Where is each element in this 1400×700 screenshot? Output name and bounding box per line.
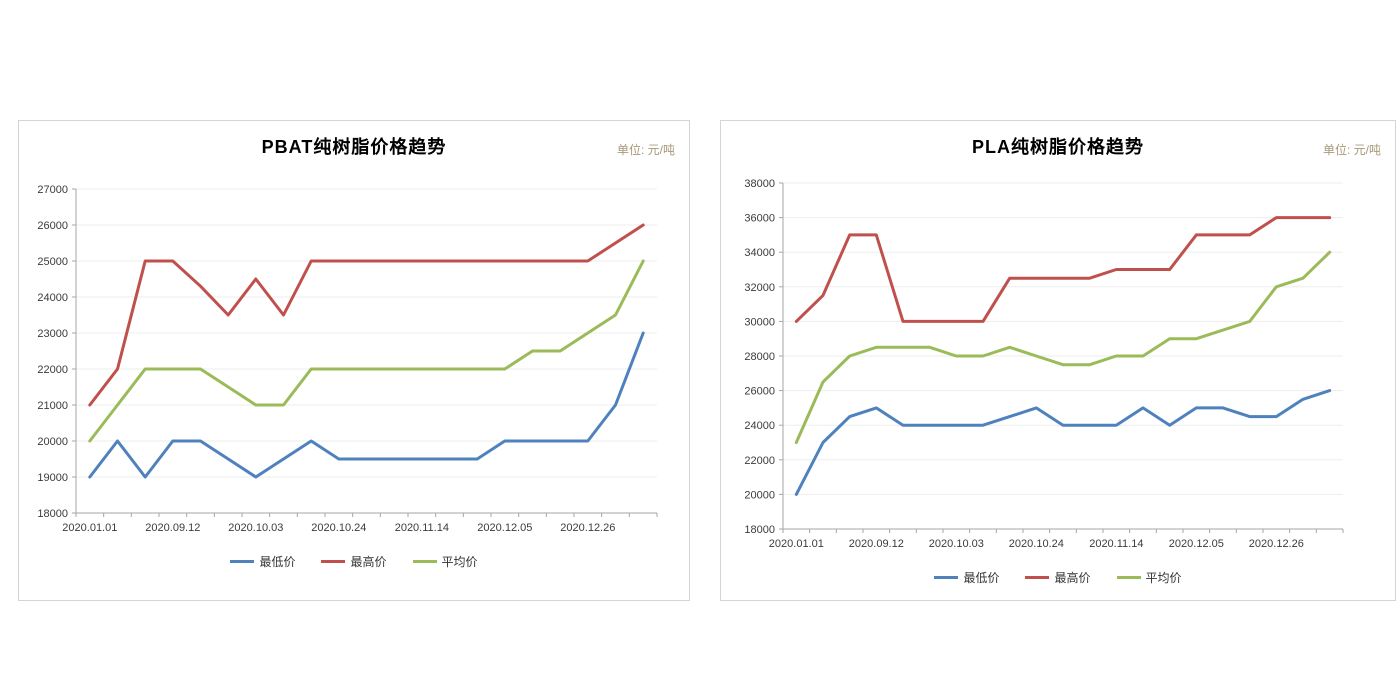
x-axis-label: 2020.01.01 [769,538,824,550]
y-axis-label: 32000 [744,282,775,294]
legend-label-min: 最低价 [963,571,1000,585]
legend-label-min: 最低价 [259,555,296,569]
y-axis-label: 21000 [37,400,68,412]
y-axis-label: 22000 [744,455,775,467]
x-axis-label: 2020.11.14 [1089,538,1143,550]
legend-marker-avg [1116,576,1141,579]
x-axis-label: 2020.10.03 [228,522,283,534]
x-axis-label: 2020.09.12 [145,522,200,534]
legend-label-avg: 平均价 [1145,571,1182,585]
y-axis-label: 18000 [744,524,775,536]
pbat-chart-title: PBAT纯树脂价格趋势 [261,137,447,157]
y-axis-label: 18000 [37,508,68,520]
y-axis-label: 30000 [744,316,775,328]
y-axis-label: 22000 [37,364,68,376]
x-axis-label: 2020.12.26 [1249,538,1304,550]
pla-legend: 最低价 最高价 平均价 [721,569,1395,586]
legend-item-max: 最高价 [321,553,387,570]
pbat-chart-panel: 18000 19000 20000 21000 22000 23000 24000 25000… [18,120,690,601]
x-axis-label: 2020.10.24 [311,522,366,534]
pla-plot-area: 18000 20000 22000 24000 26000 28000 30000 32000… [744,178,1344,550]
y-axis-label: 38000 [744,178,775,190]
pbat-legend: 最低价 最高价 平均价 [19,553,689,570]
legend-marker-max [1025,576,1050,579]
pbat-unit-label: 单位: 元/吨 [616,143,675,157]
series-line-avg [794,250,1332,444]
y-axis-label: 34000 [744,247,775,259]
legend-label-max: 最高价 [350,555,387,569]
legend-marker-min [230,560,255,563]
y-axis-label: 25000 [37,256,68,268]
pbat-plot-area: 18000 19000 20000 21000 22000 23000 24000 25000… [37,184,658,534]
pla-chart-title: PLA纯树脂价格趋势 [972,137,1144,157]
legend-marker-avg [412,560,437,563]
series-line-max [88,223,645,407]
y-axis-label: 36000 [744,213,775,225]
legend-marker-max [321,560,346,563]
y-axis-label: 28000 [744,351,775,363]
legend-item-avg: 平均价 [412,553,478,570]
y-axis-label: 26000 [744,386,775,398]
x-axis-label: 2020.01.01 [62,522,117,534]
y-axis-label: 20000 [37,436,68,448]
x-axis-label: 2020.10.03 [929,538,984,550]
legend-label-avg: 平均价 [441,555,478,569]
x-axis-label: 2020.11.14 [395,522,449,534]
y-axis-label: 19000 [37,472,68,484]
legend-marker-min [934,576,959,579]
y-axis-label: 26000 [37,220,68,232]
series-line-min [88,331,645,479]
legend-item-max: 最高价 [1025,569,1091,586]
series-line-max [794,216,1332,323]
y-axis-label: 20000 [744,489,775,501]
y-axis-label: 23000 [37,328,68,340]
series-line-avg [88,259,645,443]
pla-unit-label: 单位: 元/吨 [1322,143,1381,157]
series-line-min [794,389,1332,496]
y-axis-label: 27000 [37,184,68,196]
x-axis-label: 2020.10.24 [1009,538,1064,550]
y-axis-label: 24000 [37,292,68,304]
x-axis-label: 2020.12.26 [560,522,615,534]
x-axis-label: 2020.09.12 [849,538,904,550]
x-axis-label: 2020.12.05 [477,522,532,534]
legend-item-min: 最低价 [934,569,999,586]
legend-label-max: 最高价 [1054,571,1091,585]
legend-item-min: 最低价 [230,553,295,570]
x-axis-label: 2020.12.05 [1169,538,1224,550]
legend-item-avg: 平均价 [1116,569,1182,586]
y-axis-label: 24000 [744,420,775,432]
pla-chart-panel: 18000 20000 22000 24000 26000 28000 30000 32000… [720,120,1396,601]
